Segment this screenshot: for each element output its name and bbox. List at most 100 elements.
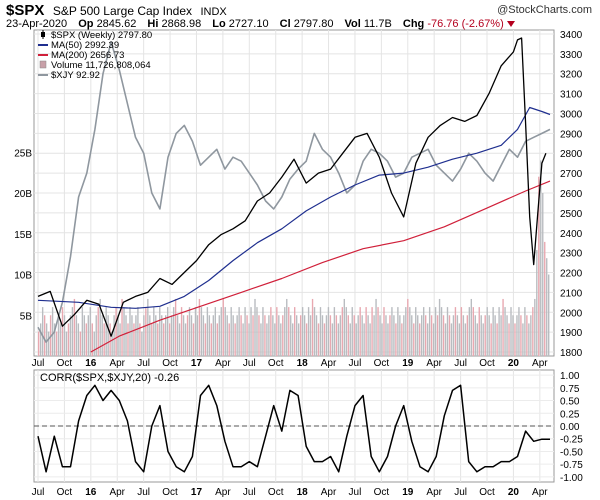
volume-bar <box>202 315 205 356</box>
ma200-line <box>90 180 551 353</box>
volume-bar <box>212 315 215 356</box>
volume-bar <box>240 315 242 356</box>
volume-bar <box>528 323 530 356</box>
volume-bar <box>520 315 522 356</box>
volume-bar <box>51 307 54 356</box>
index-name: S&P 500 Large Cap Index <box>52 4 193 18</box>
volume-label: Vol <box>344 18 361 30</box>
volume-bar <box>393 315 395 356</box>
volume-bar <box>458 323 461 356</box>
volume-bar <box>371 307 373 356</box>
volume-bar <box>361 315 363 356</box>
open-value: 2845.62 <box>96 18 137 30</box>
volume-bar <box>41 307 44 356</box>
volume-bar <box>538 176 540 356</box>
volume-bar <box>351 307 353 356</box>
volume-bar <box>133 323 135 356</box>
volume-bar <box>105 307 107 356</box>
volume-bar <box>464 323 467 356</box>
lower-x-tick-label: Jul <box>454 487 467 498</box>
volume-bar <box>496 323 498 356</box>
volume-bar <box>206 307 209 356</box>
volume-bar <box>145 307 147 356</box>
volume-bar <box>139 323 141 356</box>
volume-bar <box>264 315 266 356</box>
close-label: Cl <box>279 18 291 30</box>
volume-bar <box>373 315 375 356</box>
volume-bar <box>168 323 171 356</box>
volume-bar <box>508 323 510 356</box>
volume-bar <box>294 307 296 356</box>
volume-bar <box>65 331 68 356</box>
change-label: Chg <box>402 18 425 30</box>
index-type: INDX <box>200 6 227 18</box>
volume-bar <box>540 160 542 356</box>
volume-bar <box>355 323 357 356</box>
volume-bar <box>494 315 496 356</box>
price-y-tick-label: 3400 <box>560 30 583 41</box>
volume-bar <box>450 323 453 356</box>
volume-bar <box>107 315 109 356</box>
volume-bar <box>75 315 78 356</box>
corr-y-tick-label: 0.00 <box>560 422 580 433</box>
lower-x-tick-label: 20 <box>508 487 520 498</box>
volume-bar <box>518 307 520 356</box>
volume-bar <box>61 307 64 356</box>
volume-bar <box>426 323 429 356</box>
volume-bar <box>250 307 252 356</box>
lower-x-tick-label: Apr <box>321 487 337 498</box>
upper-x-tick-label: 19 <box>402 358 414 369</box>
low-value: 2727.10 <box>228 18 269 30</box>
volume-bar <box>163 323 165 356</box>
upper-x-tick-label: Oct <box>57 358 73 369</box>
legend-swatch <box>41 32 45 37</box>
volume-bar <box>341 307 344 356</box>
volume-bar <box>478 307 480 356</box>
volume-bar <box>536 250 538 356</box>
lower-x-tick-label: Apr <box>215 487 231 498</box>
volume-bar <box>286 298 288 356</box>
volume-bar <box>347 315 349 356</box>
volume-bar <box>280 323 282 356</box>
volume-bar <box>101 315 103 356</box>
volume-bar <box>403 315 405 356</box>
volume-bar <box>131 315 133 356</box>
volume-bar <box>234 323 236 356</box>
volume-bar <box>204 323 207 356</box>
volume-bar <box>299 315 302 356</box>
volume-bar <box>161 315 163 356</box>
volume-bar <box>295 315 298 356</box>
volume-bar <box>307 307 310 356</box>
volume-bar <box>220 307 222 356</box>
volume-bar <box>532 307 534 356</box>
volume-bar <box>474 315 476 356</box>
volume-bar <box>365 307 367 356</box>
volume-bar <box>196 315 199 356</box>
volume-bar <box>369 323 371 356</box>
corr-y-tick-label: 0.25 <box>560 409 580 420</box>
volume-bar <box>498 307 500 356</box>
volume-bar <box>69 315 72 356</box>
volume-bar <box>434 307 437 356</box>
down-arrow-icon <box>506 21 515 28</box>
volume-bar <box>325 315 328 356</box>
upper-x-tick-label: Oct <box>374 358 390 369</box>
lower-x-tick-label: 16 <box>85 487 97 498</box>
volume-bar <box>224 307 226 356</box>
corr-y-tick-label: -1.00 <box>560 473 583 484</box>
volume-bar <box>321 315 324 356</box>
volume-bar <box>222 298 224 356</box>
corr-y-tick-label: -0.75 <box>560 460 583 471</box>
volume-bar <box>303 315 306 356</box>
lower-x-tick-label: Oct <box>479 487 495 498</box>
volume-bar <box>456 315 459 356</box>
volume-bar <box>446 307 449 356</box>
volume-bar <box>39 323 42 356</box>
volume-bar <box>172 307 175 356</box>
price-y-tick-label: 2200 <box>560 269 583 280</box>
volume-bar <box>504 307 506 356</box>
volume-bar <box>357 315 359 356</box>
volume-bar <box>174 298 177 356</box>
volume-bar <box>409 307 411 356</box>
